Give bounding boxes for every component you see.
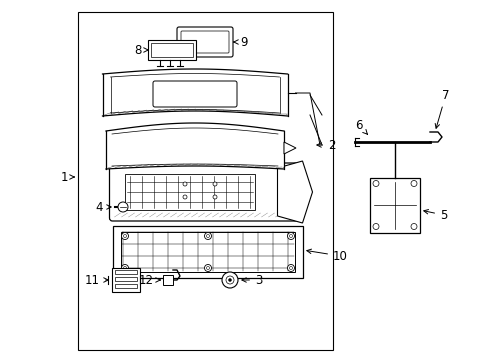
- Bar: [112, 268, 140, 292]
- Circle shape: [123, 266, 126, 270]
- Circle shape: [204, 265, 212, 271]
- Bar: [121, 232, 295, 272]
- Circle shape: [123, 234, 126, 238]
- Bar: [124, 174, 254, 210]
- Polygon shape: [284, 142, 296, 154]
- Polygon shape: [102, 69, 288, 116]
- Circle shape: [222, 272, 238, 288]
- Circle shape: [183, 195, 187, 199]
- Bar: [115, 277, 137, 281]
- Bar: [151, 43, 193, 57]
- Bar: [370, 177, 420, 233]
- Circle shape: [122, 265, 128, 271]
- Text: 10: 10: [307, 249, 348, 262]
- FancyBboxPatch shape: [109, 163, 300, 221]
- Circle shape: [118, 202, 128, 212]
- Polygon shape: [277, 161, 313, 223]
- Text: 5: 5: [424, 208, 447, 221]
- Circle shape: [373, 180, 379, 186]
- Circle shape: [213, 182, 217, 186]
- Bar: [115, 270, 137, 274]
- Bar: [78, 12, 333, 350]
- Circle shape: [411, 180, 417, 186]
- Text: 3: 3: [242, 274, 262, 287]
- Circle shape: [213, 195, 217, 199]
- FancyBboxPatch shape: [177, 27, 233, 57]
- Bar: [163, 275, 173, 285]
- Text: 1: 1: [60, 171, 74, 184]
- Circle shape: [122, 233, 128, 239]
- Text: 6: 6: [355, 118, 368, 134]
- Circle shape: [206, 234, 210, 238]
- Circle shape: [226, 276, 234, 284]
- Bar: [113, 226, 303, 278]
- Circle shape: [290, 234, 293, 238]
- Circle shape: [206, 266, 210, 270]
- FancyBboxPatch shape: [153, 81, 237, 107]
- Text: 11: 11: [85, 274, 108, 287]
- Text: 8: 8: [135, 44, 148, 57]
- Bar: [148, 40, 196, 60]
- Bar: [115, 284, 137, 288]
- Polygon shape: [106, 123, 284, 169]
- Text: 2: 2: [317, 139, 336, 152]
- Text: 12: 12: [139, 274, 160, 287]
- Circle shape: [373, 224, 379, 230]
- Circle shape: [288, 265, 294, 271]
- Text: 4: 4: [96, 201, 111, 213]
- Text: 9: 9: [234, 36, 247, 49]
- Circle shape: [228, 279, 231, 282]
- Circle shape: [183, 182, 187, 186]
- FancyBboxPatch shape: [181, 31, 229, 53]
- Circle shape: [290, 266, 293, 270]
- Circle shape: [411, 224, 417, 230]
- Circle shape: [288, 233, 294, 239]
- Text: 7: 7: [435, 89, 449, 128]
- Circle shape: [204, 233, 212, 239]
